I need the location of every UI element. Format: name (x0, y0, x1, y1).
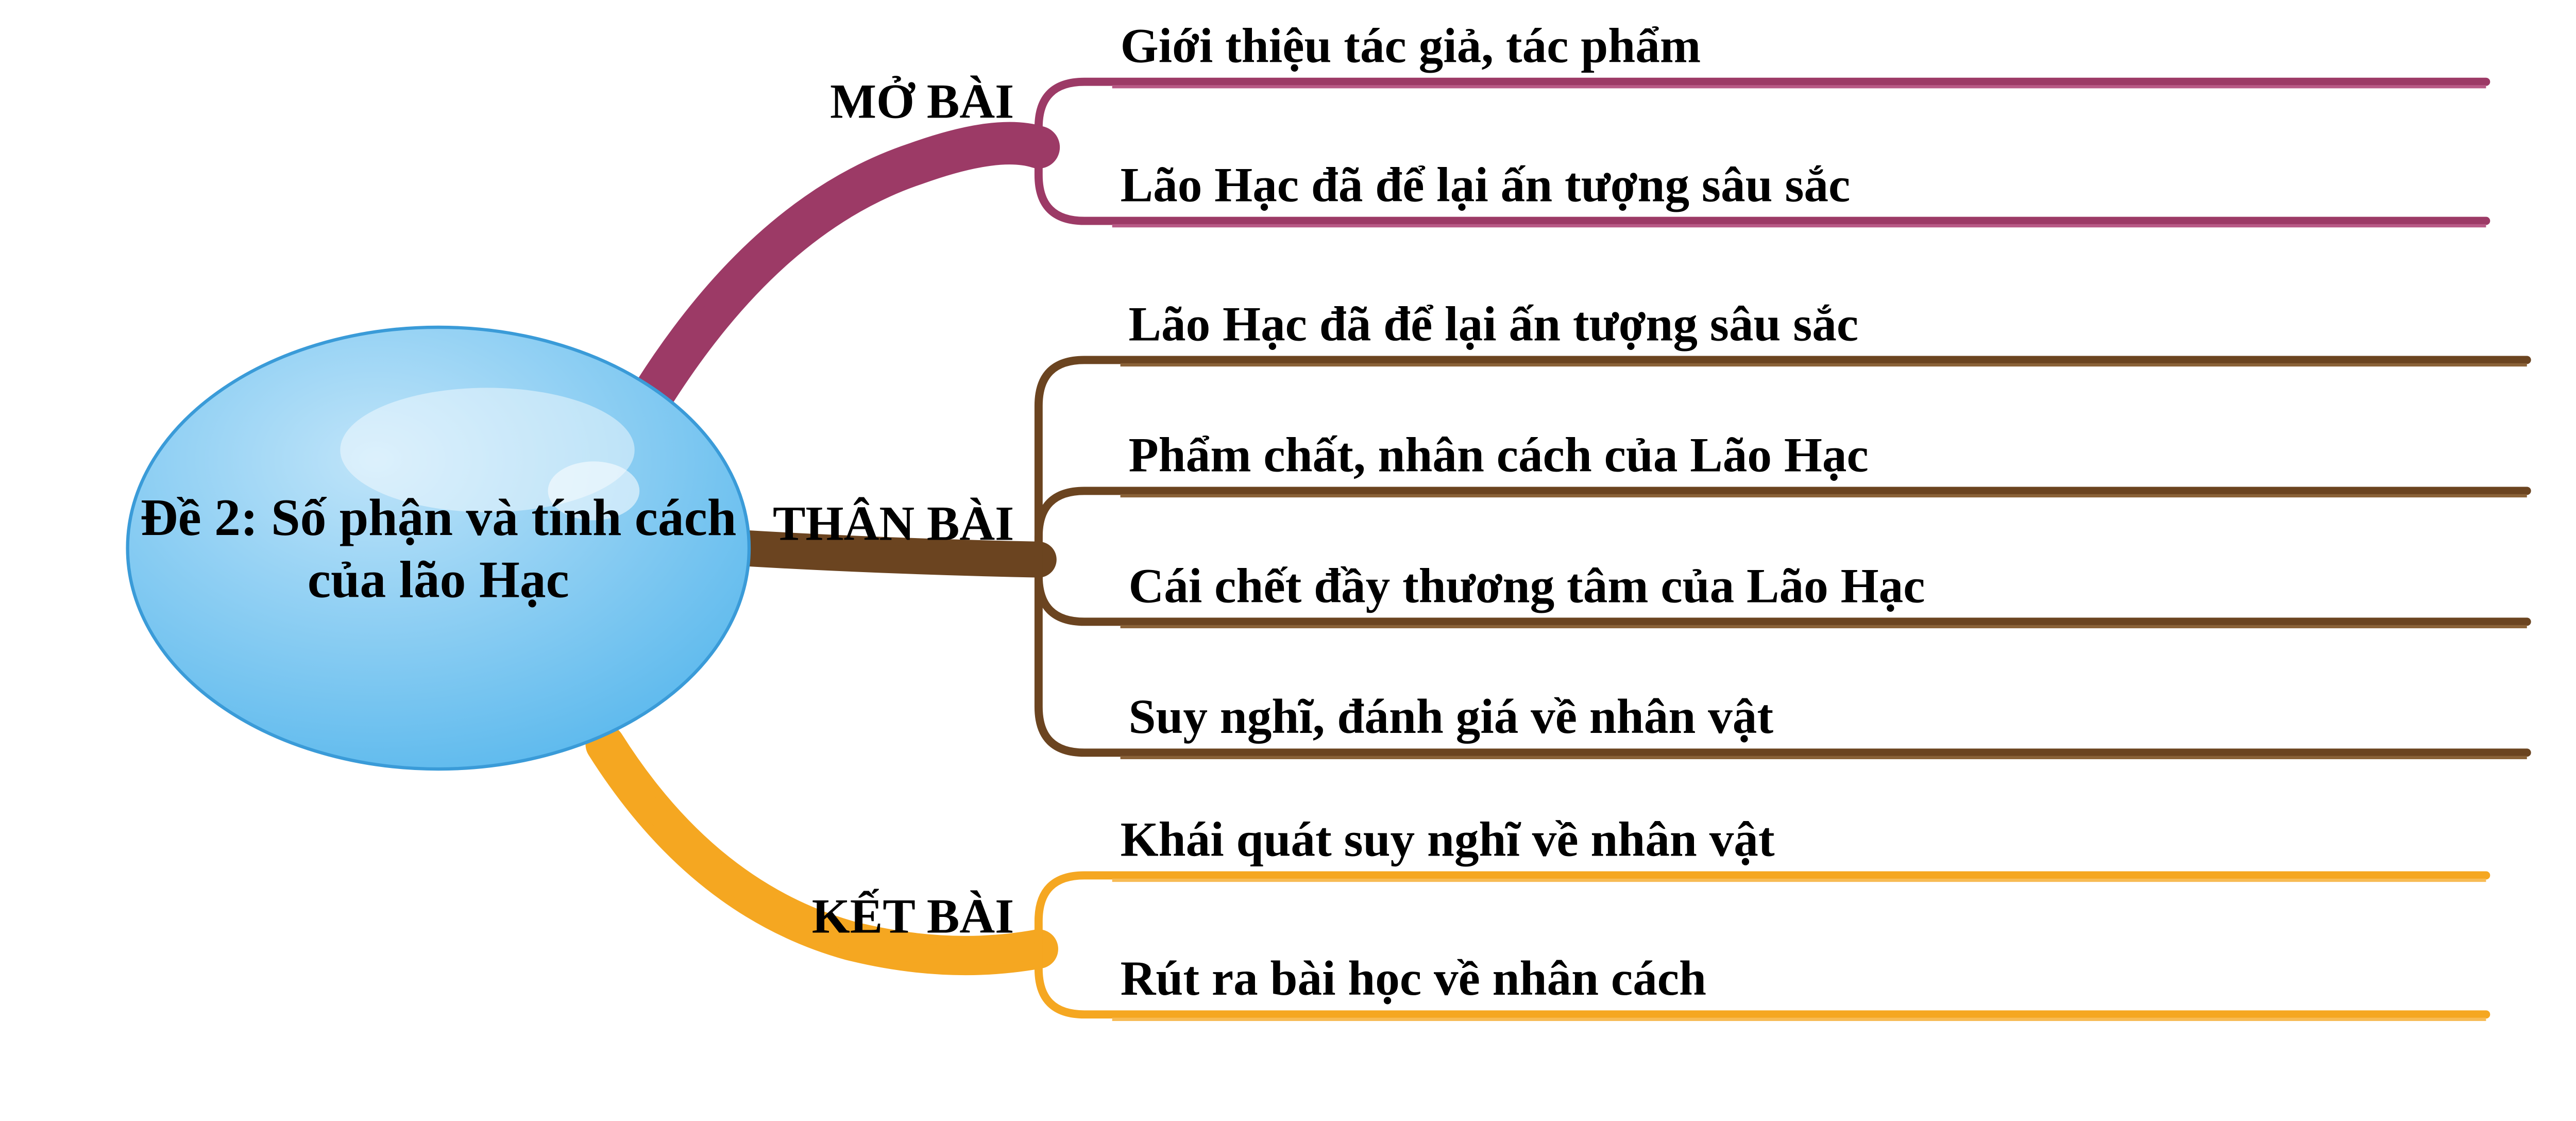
mobai-label: MỞ BÀI (830, 74, 1014, 129)
central-title-line1: Đề 2: Số phận và tính cách (140, 488, 736, 546)
central-title-line2: của lão Hạc (308, 550, 569, 609)
thanbai-leaf-text: Cái chết đầy thương tâm của Lão Hạc (1128, 558, 1925, 613)
mobai-leaf-text: Giới thiệu tác giả, tác phẩm (1121, 19, 1701, 73)
ketbai-leaf-text: Rút ra bài học về nhân cách (1121, 951, 1706, 1006)
mobai-leaf-connector (1039, 82, 2486, 152)
thanbai-leaf-text: Phẩm chất, nhân cách của Lão Hạc (1128, 427, 1868, 482)
thanbai-label: THÂN BÀI (773, 496, 1014, 551)
mobai-trunk (654, 143, 1039, 393)
thanbai-leaf-text: Suy nghĩ, đánh giá về nhân vật (1128, 689, 1773, 744)
thanbai-leaf-text: Lão Hạc đã để lại ấn tượng sâu sắc (1128, 296, 1858, 351)
thanbai-leaf-connector (1039, 491, 2527, 556)
ketbai-leaf-text: Khái quát suy nghĩ về nhân vật (1121, 812, 1775, 866)
ketbai-label: KẾT BÀI (812, 889, 1014, 944)
mobai-leaf-text: Lão Hạc đã để lại ấn tượng sâu sắc (1121, 157, 1851, 212)
ketbai-leaf-connector (1039, 875, 2486, 945)
mindmap-canvas: MỞ BÀI Giới thiệu tác giả, tác phẩm Lão Hạ… (0, 0, 2576, 1052)
